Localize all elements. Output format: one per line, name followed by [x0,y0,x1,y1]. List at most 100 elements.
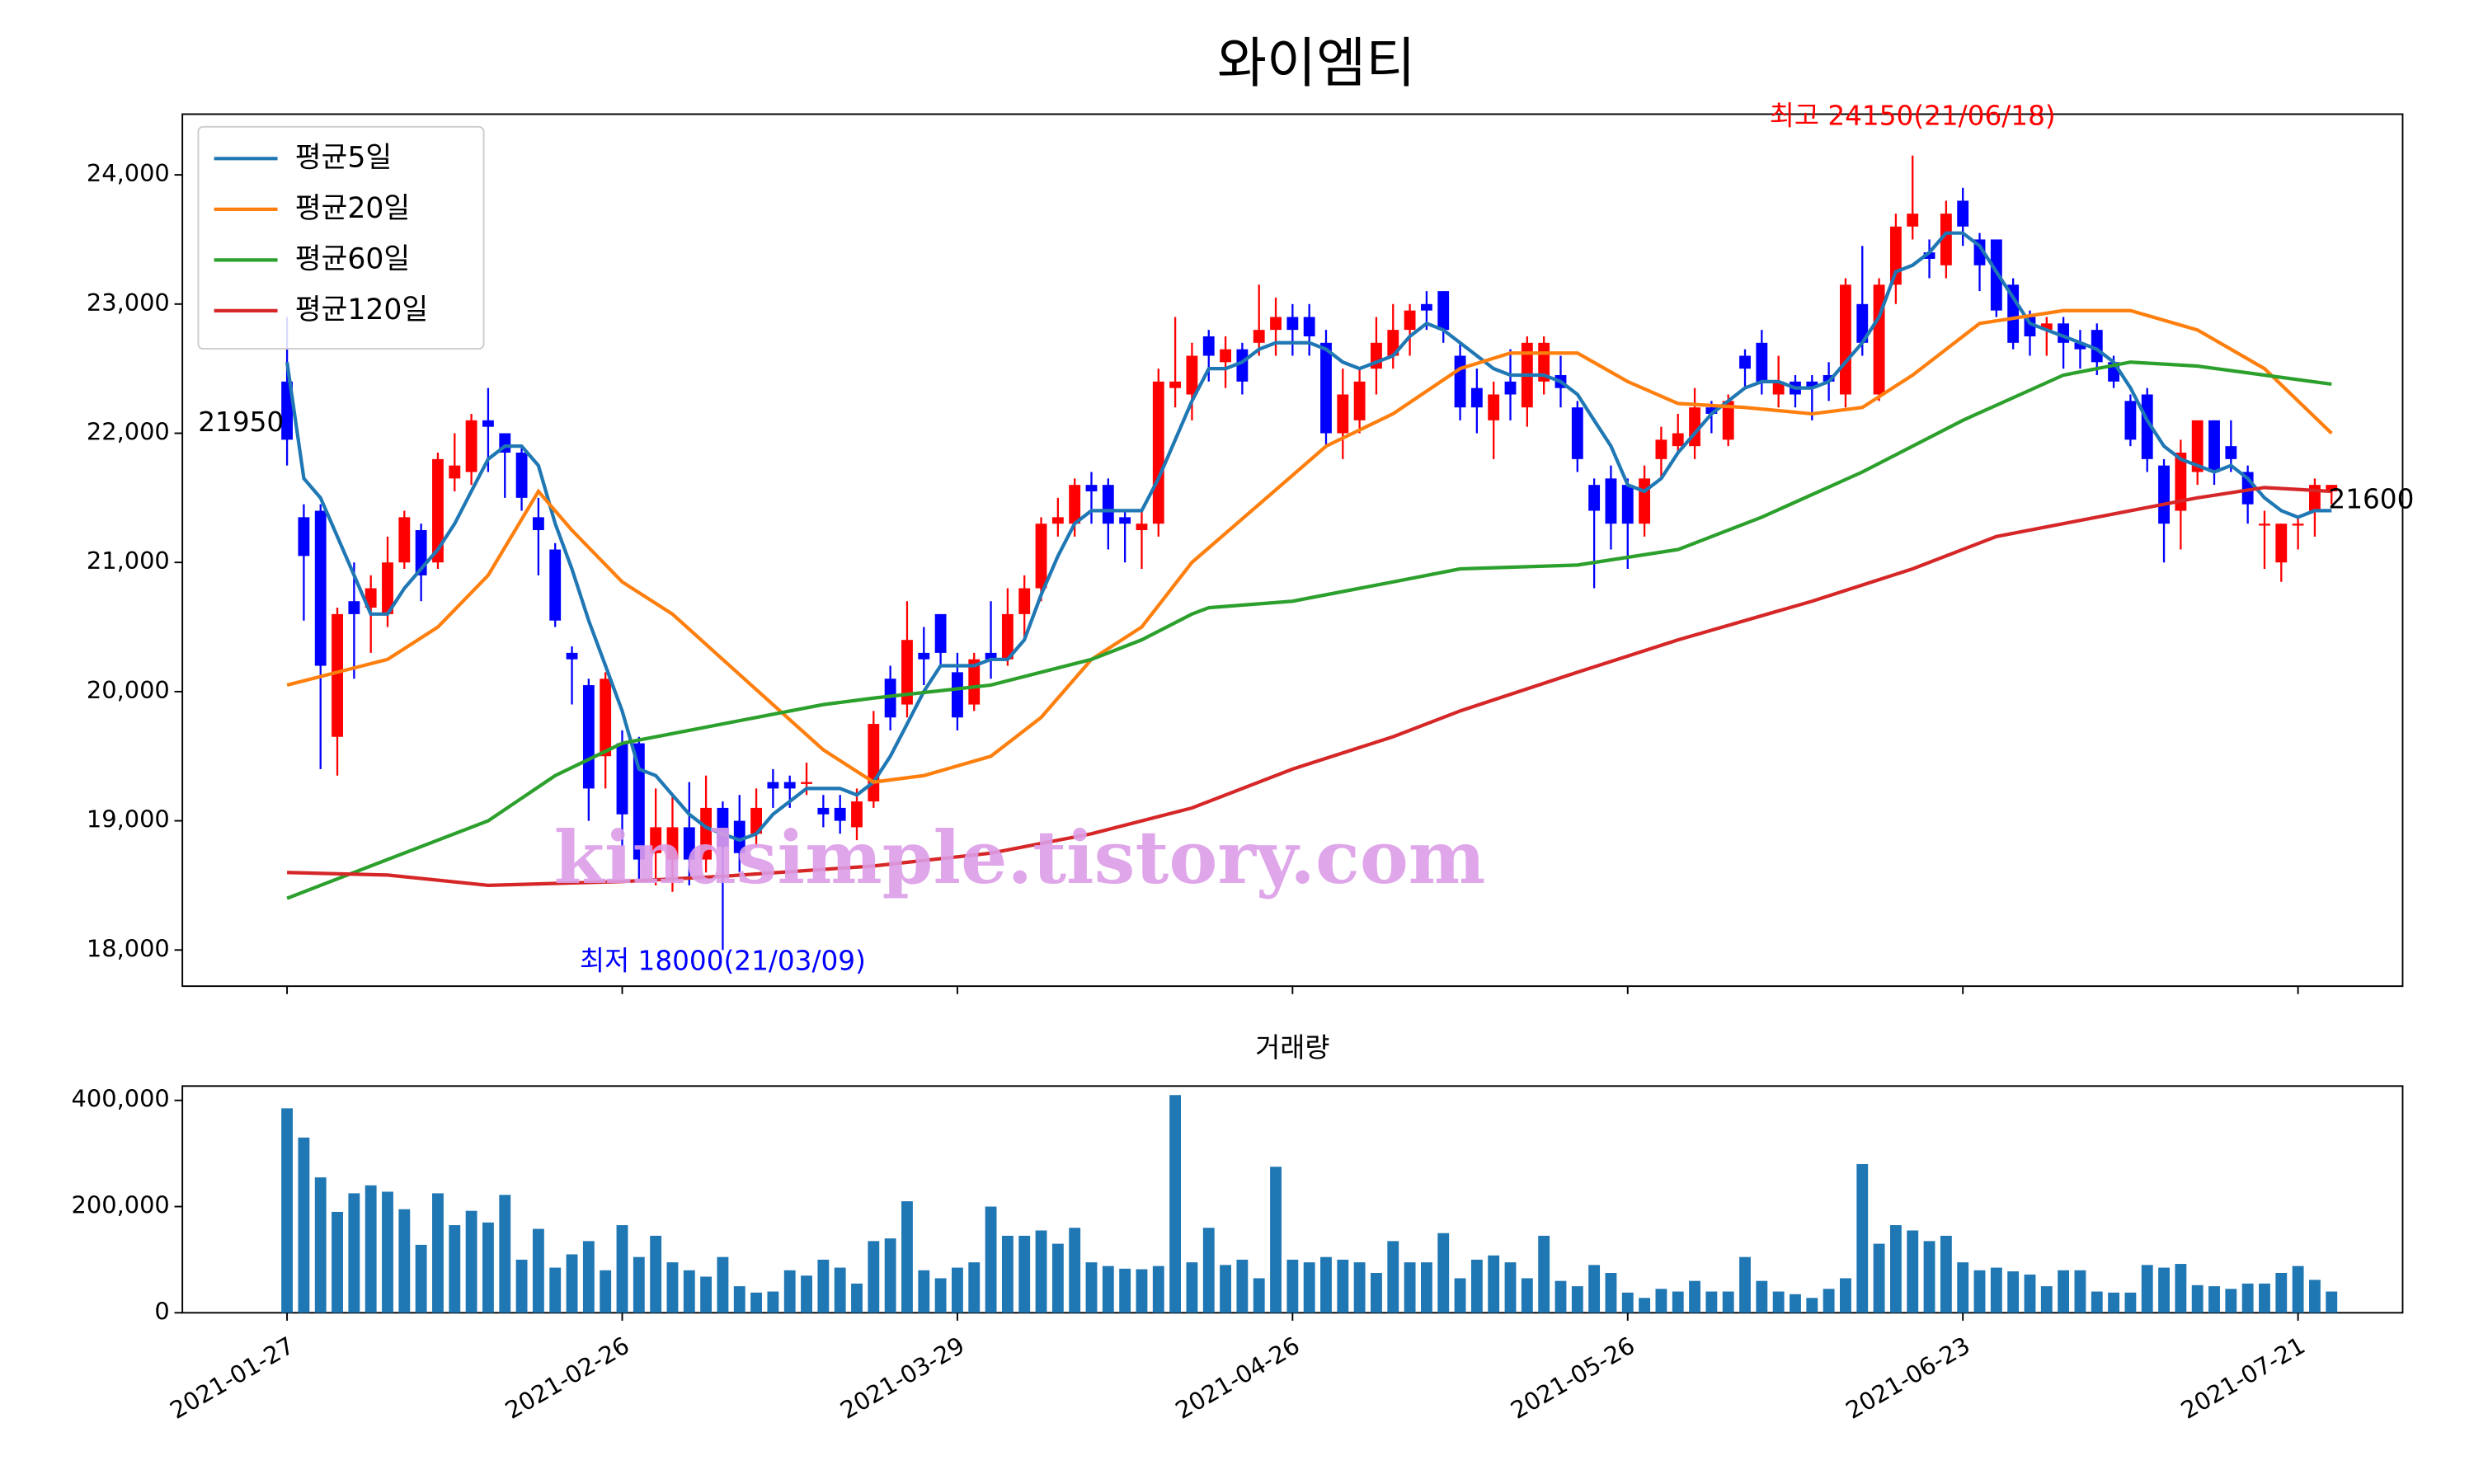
volume-bar [733,1286,745,1313]
volume-bar [934,1278,947,1313]
volume-bar [1136,1269,1148,1313]
candle-body [1303,317,1315,336]
volume-bar [1220,1265,1231,1313]
volume-bar [1772,1291,1785,1313]
volume-bar [1705,1291,1718,1313]
volume-bar [2091,1291,2103,1313]
candle-body [1236,349,1249,382]
candle-body [1739,355,1751,369]
volume-bar [1689,1280,1700,1313]
volume-bar [1940,1235,1952,1313]
volume-bar [918,1270,930,1313]
candle-body [1488,394,1500,420]
candle-body [868,724,880,802]
volume-bar [884,1238,896,1313]
candle-body [750,807,762,834]
volume-bar [1588,1265,1601,1313]
candle-body [2259,524,2270,526]
volume-bar [365,1185,377,1313]
volume-bar [1320,1256,1332,1313]
volume-bar [1371,1273,1382,1313]
volume-bar [1303,1262,1315,1313]
candle-body [1001,613,1014,660]
volume-bar [783,1270,796,1313]
volume-bar [582,1241,595,1313]
ma-line [285,231,2332,843]
candle-body [2225,446,2237,459]
volume-bar [465,1210,477,1313]
volume-bar [281,1108,293,1313]
volume-bar [1353,1262,1366,1313]
volume-title: 거래량 [1255,1032,1329,1064]
volume-bar [1521,1278,1533,1313]
candle-body [1152,381,1164,524]
candle-body [449,465,461,479]
candle-body [2191,420,2204,472]
volume-bar [415,1244,427,1313]
volume-bar [868,1241,880,1313]
volume-bar [616,1225,628,1313]
volume-bar [432,1193,444,1313]
legend-label: 평균5일 [295,141,393,174]
volume-bar [1270,1167,1282,1313]
volume-bar [1286,1259,1299,1313]
candle-body [298,517,310,556]
volume-bar [1957,1262,1969,1313]
legend-box [197,125,485,350]
volume-bar [532,1228,544,1313]
candle-body [717,807,729,847]
volume-bar [2040,1286,2053,1313]
volume-bar [700,1276,713,1313]
candle-body [2141,394,2153,459]
candle-body [482,420,494,427]
annotation: 21950 [198,406,284,438]
y-tick-label: 400,000 [72,1085,170,1113]
candle-body [2040,323,2053,331]
y-tick-label: 22,000 [87,417,170,445]
volume-bar [1973,1270,1986,1313]
volume-bar [750,1292,762,1313]
volume-bar [1437,1233,1450,1313]
candle-body [1840,284,1851,395]
volume-bar [2108,1292,2120,1313]
candle-body [1186,355,1198,395]
watermark: kindsimple.tistory.com [554,815,1486,900]
volume-bar [968,1262,981,1313]
legend-label: 평균60일 [295,242,411,275]
y-tick-label: 0 [154,1297,169,1325]
volume-bar [2292,1266,2304,1313]
volume-bar [1152,1266,1164,1313]
candle-body [1722,401,1734,440]
volume-bar [1001,1235,1014,1313]
candle-body [1923,252,1935,259]
candle-body [1270,317,1282,331]
candle-body [1437,291,1450,331]
candle-body [1169,381,1182,388]
ma-line [286,308,2333,784]
volume-bar [1069,1228,1081,1313]
volume-bar [1253,1278,1265,1313]
volume-bar [801,1275,812,1313]
volume-bar [499,1195,511,1313]
annotation: 최저 18000(21/03/09) [580,946,866,977]
candle-body [582,685,595,789]
candle-body [918,652,930,660]
candle-body [2175,453,2187,511]
candle-body [1605,478,1617,524]
candle-body [1588,485,1601,511]
candle-body [348,601,360,614]
candle-body [968,659,981,705]
volume-bar [314,1177,327,1313]
candle-body [851,801,863,828]
volume-bar [851,1283,863,1313]
candle-body [801,782,812,784]
candle-body [465,420,477,472]
volume-bar [1236,1259,1249,1313]
candle-body [633,743,645,860]
volume-bar [1621,1292,1634,1313]
volume-bar [1806,1298,1818,1313]
volume-bar [666,1262,679,1313]
candle-body [398,517,411,563]
candle-body [1756,342,1768,382]
